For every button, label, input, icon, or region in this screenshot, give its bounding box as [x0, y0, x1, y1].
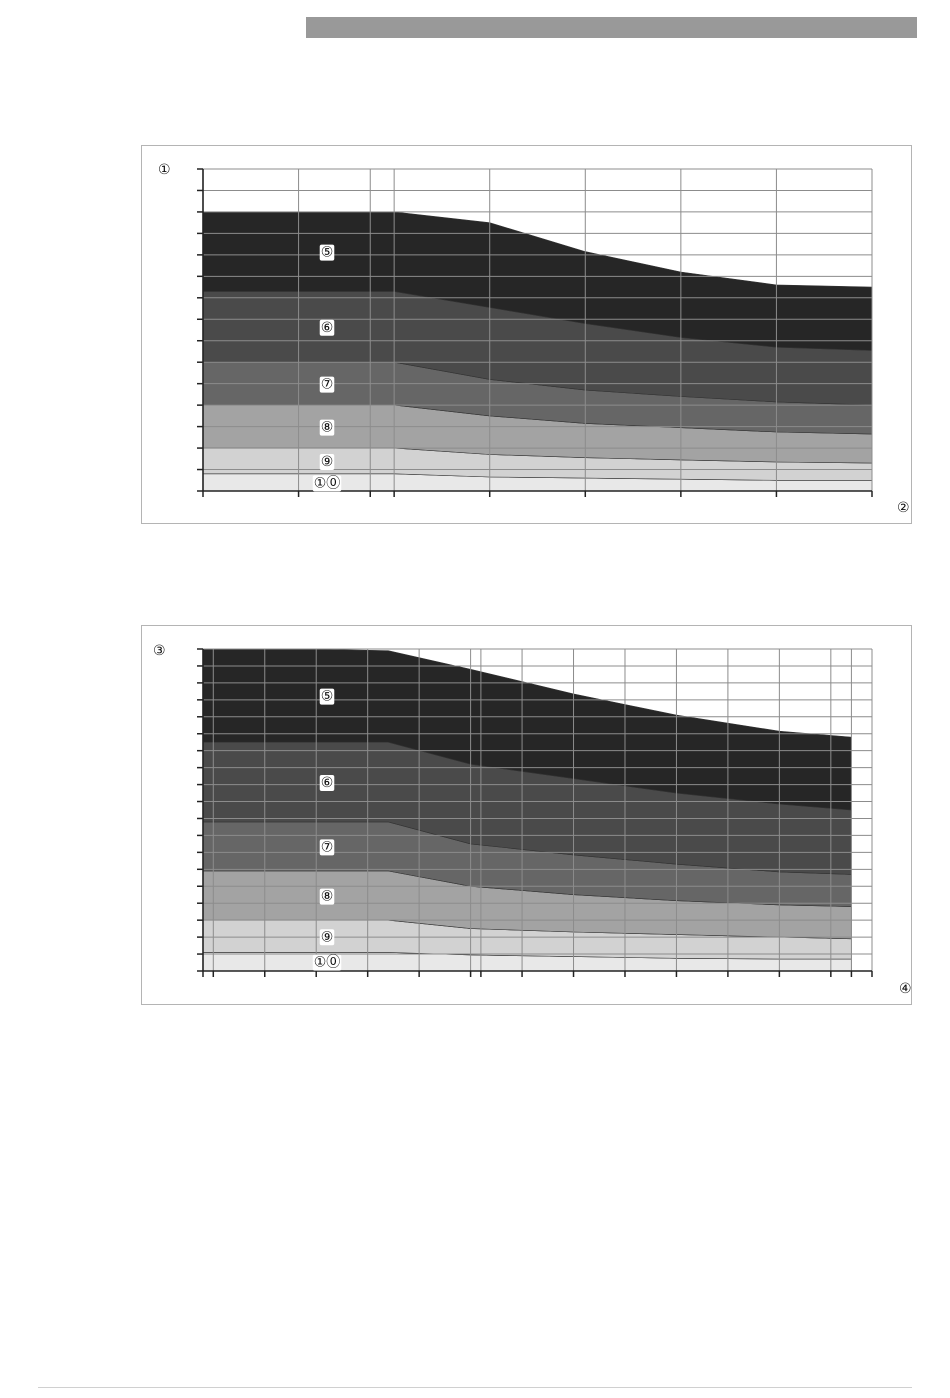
- series-label-bg: [319, 419, 335, 436]
- footer-rule: [38, 1387, 912, 1388]
- series-label-2: ⑨: [321, 929, 334, 945]
- header-bar: [306, 17, 917, 38]
- series-label-1: ①⓪: [314, 955, 341, 971]
- series-label-4: ⑦: [321, 839, 334, 855]
- series-label-bg: [319, 688, 335, 705]
- series-label-5: ⑥: [321, 775, 334, 791]
- series-label-3: ⑧: [321, 889, 334, 905]
- chart-2: ③ ④ ①⓪ ⑨ ⑧ ⑦ ⑥ ⑤: [153, 643, 912, 997]
- series-label-bg: [319, 376, 335, 393]
- series-label-bg: [319, 839, 335, 856]
- x-axis-label: ④: [899, 981, 912, 997]
- y-axis-label: ③: [153, 643, 166, 659]
- series-label-bg: [312, 954, 342, 971]
- series-label-bg: [319, 929, 335, 946]
- series-label-6: ⑤: [321, 245, 334, 261]
- chart-1: ① ② ①⓪ ⑨ ⑧ ⑦ ⑥ ⑤: [158, 162, 910, 516]
- series-label-bg: [319, 319, 335, 336]
- series-label-bg: [319, 244, 335, 261]
- series-label-6: ⑤: [321, 689, 334, 705]
- series-label-bg: [319, 453, 335, 470]
- series-label-5: ⑥: [321, 320, 334, 336]
- series-label-bg: [319, 888, 335, 905]
- series-label-3: ⑧: [321, 420, 334, 436]
- series-label-2: ⑨: [321, 454, 334, 470]
- y-axis-label: ①: [158, 162, 171, 178]
- chart-1-frame: ① ② ①⓪ ⑨ ⑧ ⑦ ⑥ ⑤: [141, 145, 912, 524]
- series-label-bg: [319, 775, 335, 792]
- series-label-bg: [312, 475, 342, 492]
- grid: [203, 648, 873, 971]
- series-label-4: ⑦: [321, 377, 334, 393]
- chart-2-frame: ③ ④ ①⓪ ⑨ ⑧ ⑦ ⑥ ⑤: [141, 625, 912, 1005]
- series-label-1: ①⓪: [314, 475, 341, 491]
- grid: [203, 168, 873, 491]
- x-axis-label: ②: [897, 500, 910, 516]
